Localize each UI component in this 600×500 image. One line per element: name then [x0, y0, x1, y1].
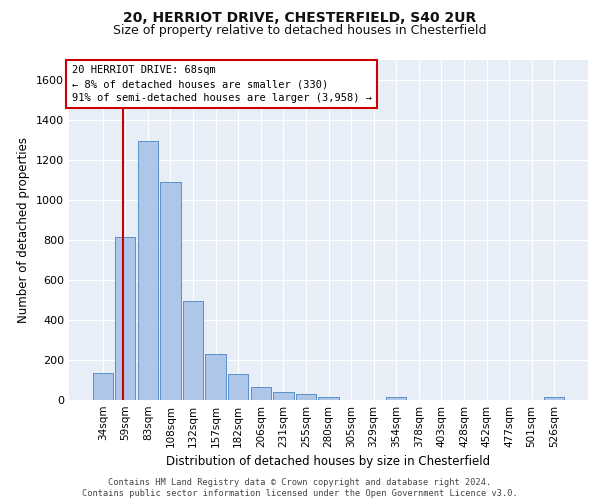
Bar: [228, 374, 248, 400]
Bar: [296, 394, 316, 400]
Bar: [386, 397, 406, 400]
Bar: [319, 397, 338, 400]
Bar: [115, 237, 136, 400]
Bar: [544, 397, 565, 400]
Bar: [138, 141, 158, 400]
Text: 20 HERRIOT DRIVE: 68sqm
← 8% of detached houses are smaller (330)
91% of semi-de: 20 HERRIOT DRIVE: 68sqm ← 8% of detached…: [71, 65, 371, 103]
Bar: [273, 392, 293, 400]
Text: 20, HERRIOT DRIVE, CHESTERFIELD, S40 2UR: 20, HERRIOT DRIVE, CHESTERFIELD, S40 2UR: [124, 11, 476, 25]
Y-axis label: Number of detached properties: Number of detached properties: [17, 137, 31, 323]
Text: Size of property relative to detached houses in Chesterfield: Size of property relative to detached ho…: [113, 24, 487, 37]
Bar: [92, 373, 113, 400]
Bar: [160, 182, 181, 400]
X-axis label: Distribution of detached houses by size in Chesterfield: Distribution of detached houses by size …: [166, 456, 491, 468]
Bar: [205, 354, 226, 400]
Bar: [251, 387, 271, 400]
Bar: [183, 301, 203, 400]
Text: Contains HM Land Registry data © Crown copyright and database right 2024.
Contai: Contains HM Land Registry data © Crown c…: [82, 478, 518, 498]
